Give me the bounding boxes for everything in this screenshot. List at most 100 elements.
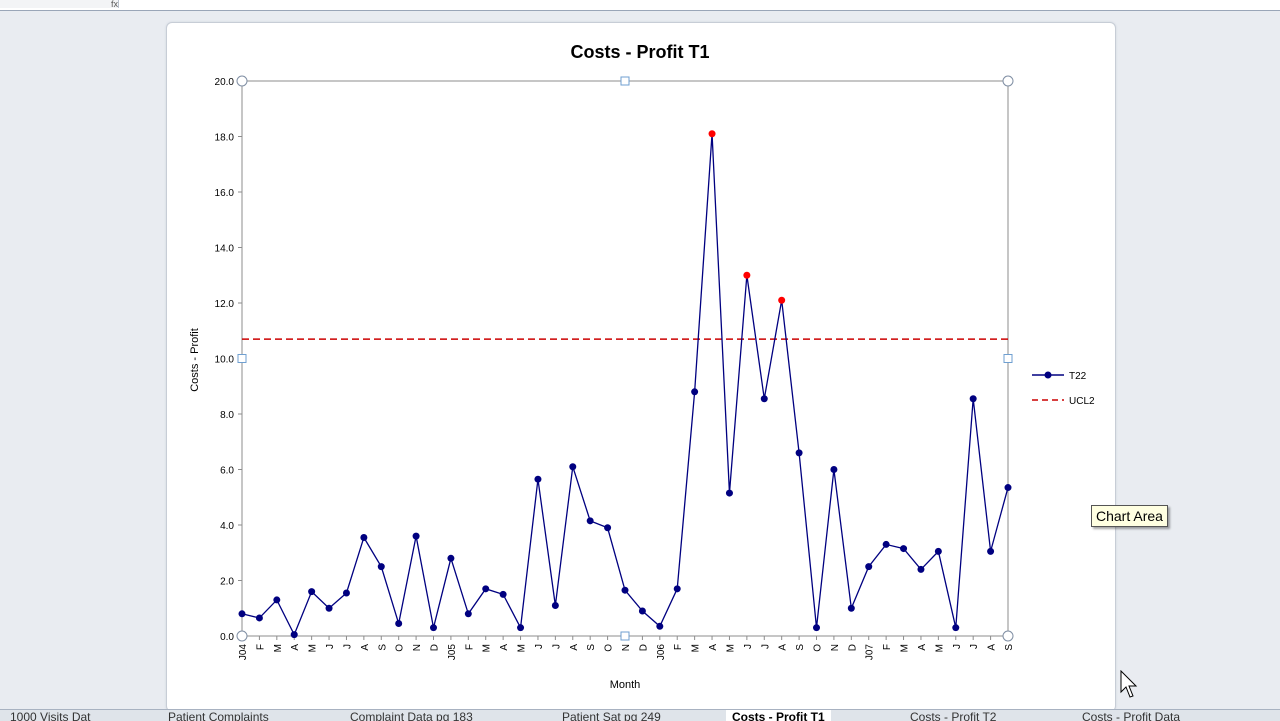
data-point[interactable] <box>325 604 333 612</box>
signal-point[interactable] <box>708 130 716 138</box>
y-tick-label: 0.0 <box>220 632 234 643</box>
data-point[interactable] <box>464 610 472 618</box>
edge-handle[interactable] <box>620 76 630 86</box>
data-point[interactable] <box>952 624 960 632</box>
data-point[interactable] <box>830 466 838 473</box>
sheet-tab-costs-profit-data[interactable]: Costs - Profit Data <box>1082 710 1181 721</box>
data-point[interactable] <box>517 624 525 632</box>
edge-handle[interactable] <box>1003 354 1013 363</box>
x-tick-label: J <box>952 644 963 649</box>
sheet-tab-complaint-data[interactable]: Complaint Data pg 183 <box>350 710 473 721</box>
data-point[interactable] <box>342 589 350 597</box>
data-point[interactable] <box>255 614 263 622</box>
chart-title: Costs - Profit T1 <box>570 42 709 62</box>
series-layer <box>238 130 1012 639</box>
y-tick-label: 20.0 <box>215 77 235 88</box>
data-point[interactable] <box>586 517 594 525</box>
corner-handle[interactable] <box>236 630 248 642</box>
edge-handle[interactable] <box>237 354 247 363</box>
x-tick-label: J07 <box>865 644 876 661</box>
legend[interactable]: T22 UCL2 <box>1032 371 1095 407</box>
data-point[interactable] <box>621 586 629 594</box>
data-point[interactable] <box>499 590 507 598</box>
data-point[interactable] <box>691 388 699 396</box>
edge-handle[interactable] <box>620 631 630 641</box>
x-tick-label: J <box>743 644 754 649</box>
data-point[interactable] <box>987 547 995 555</box>
data-point[interactable] <box>308 588 316 596</box>
data-point[interactable] <box>673 585 681 593</box>
data-point[interactable] <box>360 533 368 541</box>
x-tick-label: N <box>830 644 841 651</box>
x-tick-label: A <box>917 644 928 651</box>
x-tick-label: S <box>795 644 806 651</box>
sheet-tab-costs-profit-t1[interactable]: Costs - Profit T1 <box>726 710 831 721</box>
x-tick-label: M <box>691 644 702 652</box>
data-point[interactable] <box>882 540 890 548</box>
corner-handle[interactable] <box>1002 75 1014 87</box>
x-tick-label: D <box>638 644 649 651</box>
x-tick-label: S <box>377 644 388 651</box>
y-tick-label: 14.0 <box>215 244 235 255</box>
x-tick-label: M <box>725 644 736 652</box>
fx-icon[interactable]: fx <box>0 0 119 9</box>
data-point[interactable] <box>395 620 403 628</box>
data-point[interactable] <box>1004 484 1012 492</box>
data-point[interactable] <box>934 547 942 555</box>
corner-handle[interactable] <box>236 75 248 87</box>
x-tick-label: M <box>900 644 911 652</box>
data-point[interactable] <box>725 489 733 497</box>
x-tick-label: J <box>551 644 562 649</box>
data-point[interactable] <box>865 563 873 571</box>
x-tick-label: J <box>342 644 353 649</box>
data-point[interactable] <box>482 585 490 593</box>
x-tick-label: A <box>499 644 510 651</box>
data-point[interactable] <box>813 624 820 632</box>
x-tick-label: M <box>308 644 319 652</box>
y-axis-label: Costs - Profit <box>189 328 201 392</box>
data-point[interactable] <box>430 624 437 632</box>
data-point[interactable] <box>412 532 420 540</box>
legend-label-t22: T22 <box>1069 371 1087 382</box>
sheet-tab-bar[interactable]: 1000 Visits Dat Patient Complaints Compl… <box>0 709 1280 721</box>
sheet-tab-patient-sat[interactable]: Patient Sat pg 249 <box>562 710 661 721</box>
signal-point[interactable] <box>743 271 751 279</box>
x-tick-label: N <box>412 644 423 651</box>
data-point[interactable] <box>795 449 803 457</box>
x-tick-label: M <box>934 644 945 652</box>
legend-label-ucl2: UCL2 <box>1069 396 1095 407</box>
x-axis: J04 F M A M J J A S O N D J05 F M A M J J A S O N D J06 F M A M J J A S O… <box>238 636 1015 660</box>
data-point[interactable] <box>900 545 908 553</box>
data-point[interactable] <box>969 395 977 403</box>
data-point[interactable] <box>551 601 559 609</box>
data-point[interactable] <box>638 607 646 615</box>
data-point[interactable] <box>656 622 664 630</box>
x-tick-label: O <box>395 644 406 652</box>
data-point[interactable] <box>917 565 925 573</box>
data-point[interactable] <box>604 524 612 532</box>
selection-handles[interactable] <box>236 75 1014 642</box>
signal-point[interactable] <box>778 296 786 304</box>
data-point[interactable] <box>377 563 385 571</box>
data-point[interactable] <box>760 395 768 403</box>
series-line-t22 <box>241 133 1009 637</box>
data-point[interactable] <box>569 463 577 471</box>
sheet-tab-patient-complaints[interactable]: Patient Complaints <box>168 710 269 721</box>
y-tick-label: 2.0 <box>220 577 234 588</box>
sheet-tab-costs-profit-t2[interactable]: Costs - Profit T2 <box>910 710 997 721</box>
x-tick-label: J06 <box>656 644 667 661</box>
data-point[interactable] <box>447 554 455 562</box>
formula-bar[interactable]: fx <box>0 0 1280 11</box>
corner-handle[interactable] <box>1002 630 1014 642</box>
sheet-tab-1000-visits[interactable]: 1000 Visits Dat <box>10 710 91 721</box>
data-point[interactable] <box>534 475 542 483</box>
data-point[interactable] <box>847 604 855 612</box>
data-point[interactable] <box>273 596 281 604</box>
y-tick-label: 4.0 <box>220 521 234 532</box>
data-point[interactable] <box>290 631 298 639</box>
x-tick-label: D <box>430 644 441 651</box>
x-tick-label: F <box>255 644 266 650</box>
plot-area[interactable] <box>241 80 1009 637</box>
data-point[interactable] <box>238 610 246 618</box>
